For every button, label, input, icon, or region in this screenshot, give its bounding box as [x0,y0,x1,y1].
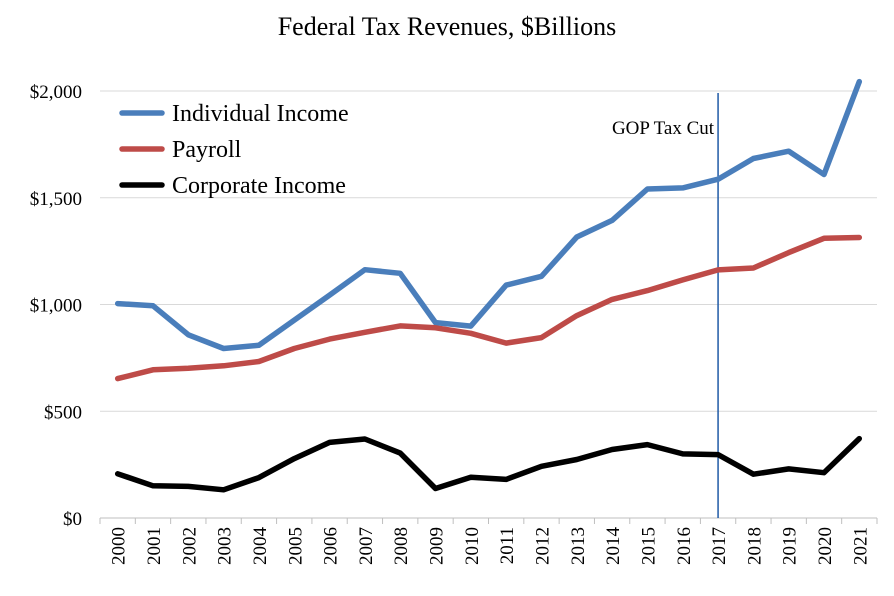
series-line-corporate-income [114,435,863,493]
y-tick-label: $2,000 [30,82,82,103]
legend-label: Payroll [172,137,242,163]
x-tick-label: 2005 [285,527,306,565]
legend-label: Individual Income [172,101,349,127]
chart-title: Federal Tax Revenues, $Billions [277,12,617,41]
x-tick-label: 2006 [321,527,342,565]
x-tick-label: 2020 [815,527,836,565]
legend-label: Corporate Income [172,173,346,199]
x-tick-label: 2004 [250,527,271,566]
x-tick-label: 2007 [356,527,377,565]
legend: Individual Income Payroll Corporate Income [119,101,349,199]
x-tick-label: 2019 [780,527,801,565]
x-tick-label: 2008 [391,527,412,565]
x-tick-label: 2000 [109,527,130,565]
x-tick-label: 2002 [179,527,200,565]
y-tick-label: $0 [63,509,82,530]
y-tick-label: $1,000 [30,296,82,317]
x-tick-label: 2016 [674,527,695,565]
x-tick-label: 2018 [744,527,765,565]
series-layer [114,78,863,493]
x-tick-label: 2011 [497,527,518,564]
x-tick-label: 2014 [603,527,624,566]
x-tick-label: 2001 [144,527,165,565]
series-line-payroll [114,234,863,382]
axis-layer: $0 $500 $1,000 $1,500 $2,000 2000 2001 2002 2003… [30,82,878,566]
x-tick-label: 2010 [462,527,483,565]
series-line-individual-income [114,78,863,352]
x-tick-label: 2013 [568,527,589,565]
x-tick-label: 2009 [427,527,448,565]
x-tick-label: 2021 [850,527,871,565]
y-tick-label: $500 [44,402,82,423]
y-tick-label: $1,500 [30,189,82,210]
annotation-label: GOP Tax Cut [612,118,715,139]
x-tick-label: 2017 [709,527,730,565]
x-tick-label: 2003 [215,527,236,565]
annotation-layer: GOP Tax Cut [612,93,719,518]
x-tick-label: 2015 [638,527,659,565]
x-tick-label: 2012 [532,527,553,565]
